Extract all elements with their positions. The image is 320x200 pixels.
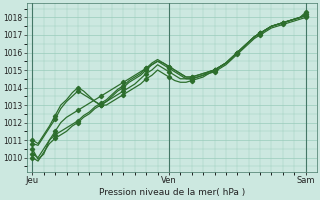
X-axis label: Pression niveau de la mer( hPa ): Pression niveau de la mer( hPa ) [99,188,245,197]
